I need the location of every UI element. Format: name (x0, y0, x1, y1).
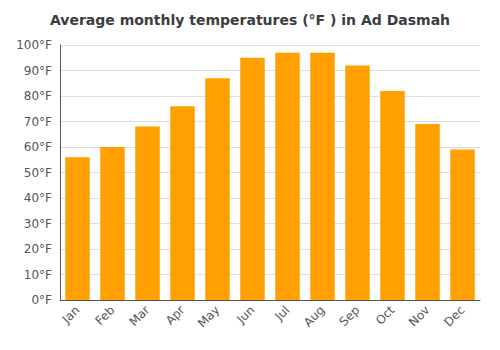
svg-text:30°F: 30°F (24, 217, 52, 231)
svg-text:Jun: Jun (234, 303, 258, 327)
svg-text:10°F: 10°F (24, 268, 52, 282)
svg-text:Average monthly temperatures (: Average monthly temperatures (°F ) in Ad… (50, 12, 450, 28)
svg-text:0°F: 0°F (31, 293, 52, 307)
svg-text:90°F: 90°F (24, 64, 52, 78)
svg-text:Apr: Apr (163, 303, 188, 328)
svg-text:Mar: Mar (127, 303, 153, 329)
svg-text:Jan: Jan (59, 303, 83, 327)
svg-text:Aug: Aug (301, 303, 327, 329)
svg-text:20°F: 20°F (24, 242, 52, 256)
svg-text:60°F: 60°F (24, 140, 52, 154)
svg-text:Oct: Oct (373, 303, 398, 328)
svg-text:Sep: Sep (337, 303, 363, 329)
svg-text:Feb: Feb (93, 303, 118, 328)
svg-text:40°F: 40°F (24, 191, 52, 205)
svg-text:Jul: Jul (272, 303, 293, 324)
svg-text:Dec: Dec (441, 303, 467, 329)
svg-text:Nov: Nov (406, 303, 432, 329)
svg-text:100°F: 100°F (16, 38, 52, 52)
svg-text:70°F: 70°F (24, 115, 52, 129)
svg-text:May: May (195, 303, 222, 330)
svg-text:50°F: 50°F (24, 166, 52, 180)
svg-text:80°F: 80°F (24, 89, 52, 103)
